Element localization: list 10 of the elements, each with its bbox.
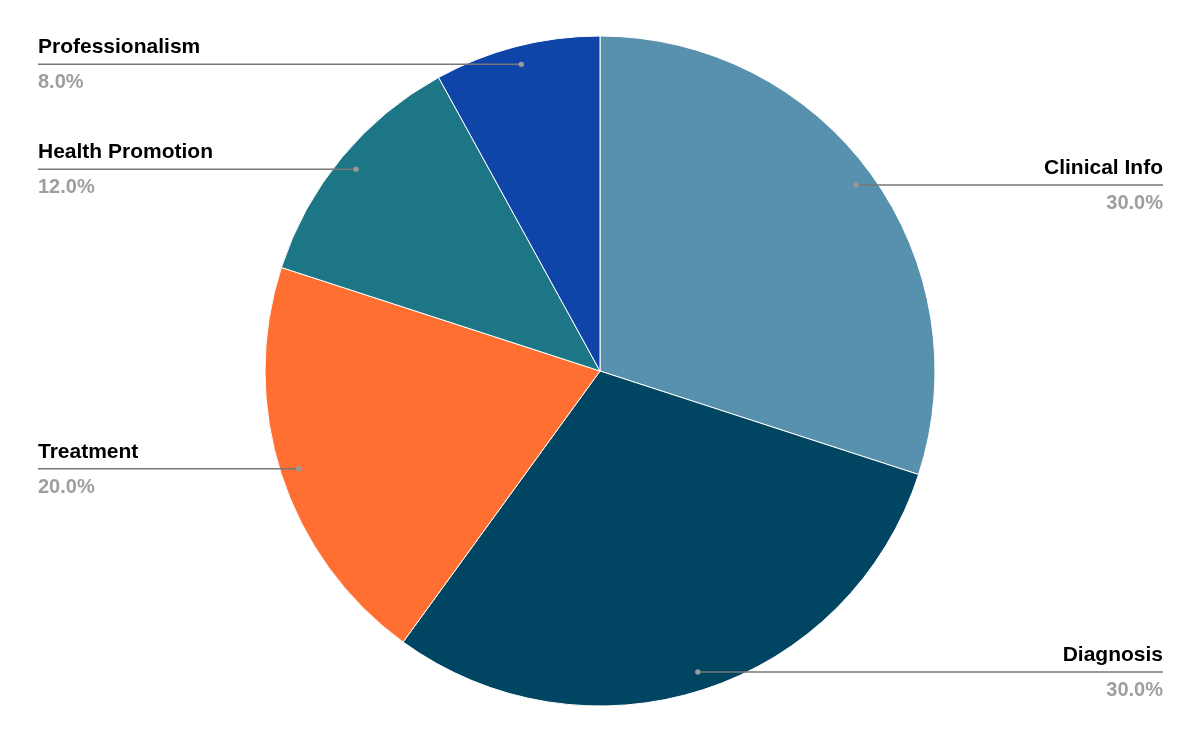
slice-label: Professionalism (38, 34, 201, 58)
data-label: 20.0% (38, 474, 95, 497)
data-label: 30.0% (1106, 678, 1164, 701)
data-label: 8.0% (38, 70, 84, 93)
slice-label: Clinical Info (1043, 154, 1163, 178)
slice-label: Health Promotion (38, 139, 214, 163)
slice-label: Treatment (38, 438, 139, 462)
data-label: 12.0% (38, 175, 95, 198)
data-label: 30.0% (1106, 190, 1164, 213)
slice-label: Diagnosis (1062, 642, 1163, 666)
